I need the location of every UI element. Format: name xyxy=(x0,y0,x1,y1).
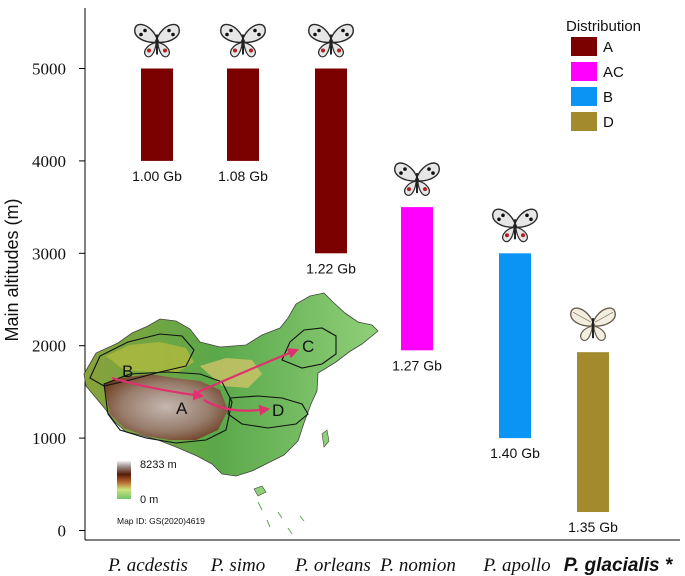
butterfly-icon xyxy=(134,23,180,58)
region-label-a: A xyxy=(176,399,188,418)
region-c-boundary xyxy=(281,327,337,369)
region-b-boundary xyxy=(89,333,195,387)
y-tick-label: 2000 xyxy=(32,337,66,356)
legend-swatch xyxy=(571,37,597,56)
legend: Distribution A AC BD xyxy=(566,18,641,131)
dispersal-arrow-b-to-a xyxy=(111,376,205,401)
bar-data-label: 1.08 Gb xyxy=(218,168,268,184)
region-label-b: B xyxy=(122,362,133,381)
legend-label: AC xyxy=(603,64,624,81)
elevation-max-label: 8233 m xyxy=(140,459,177,471)
bar-data-label: 1.27 Gb xyxy=(392,357,442,373)
y-ticks: 0 1000 2000 3000 4000 5000 xyxy=(32,60,85,541)
axes xyxy=(84,8,680,541)
y-tick-label: 1000 xyxy=(32,429,66,448)
butterfly-icon xyxy=(394,162,440,196)
x-category-label: P. simo xyxy=(210,555,266,576)
x-category-label: P. orleans xyxy=(294,555,371,576)
loess-highlands xyxy=(200,358,262,388)
y-tick-label: 4000 xyxy=(32,152,66,171)
y-tick-label: 3000 xyxy=(32,244,66,263)
y-tick-label: 0 xyxy=(58,522,67,541)
bar-4 xyxy=(401,207,433,351)
bar-6 xyxy=(577,352,609,513)
x-category-label: P. glacialis * xyxy=(564,555,674,576)
region-label-c: C xyxy=(302,337,314,356)
map-id-label: Map ID: GS(2020)4619 xyxy=(117,516,205,526)
tarim-basin xyxy=(106,342,194,372)
x-category-label: P. nomion xyxy=(379,555,456,576)
elevation-scale-bar xyxy=(117,461,131,499)
legend-swatch xyxy=(571,62,597,81)
legend-label: D xyxy=(603,114,614,131)
bar-data-label: 1.40 Gb xyxy=(490,445,540,461)
legend-swatch xyxy=(571,112,597,131)
legend-label: A xyxy=(603,39,613,56)
y-tick-label: 5000 xyxy=(32,60,66,79)
south-sea-islands xyxy=(257,501,305,535)
butterfly-icon xyxy=(492,208,538,243)
dispersal-arrow-a-to-d xyxy=(203,399,271,416)
legend-title: Distribution xyxy=(566,18,641,35)
taiwan-island xyxy=(321,429,330,448)
legend-label: B xyxy=(603,89,613,106)
butterfly-icon xyxy=(308,23,354,58)
china-elevation-map: B A C D 8233 m 0 m Map ID: GS(2020)4619 xyxy=(83,292,379,535)
bar-1 xyxy=(141,68,173,161)
bar-data-label: 1.35 Gb xyxy=(568,519,618,535)
bar-data-label: 1.00 Gb xyxy=(132,168,182,184)
y-axis-title: Main altitudes (m) xyxy=(2,198,22,341)
region-d-boundary xyxy=(227,395,309,429)
elevation-min-label: 0 m xyxy=(140,494,158,506)
region-label-d: D xyxy=(272,401,284,420)
hainan-island xyxy=(253,485,267,497)
legend-swatch xyxy=(571,87,597,106)
dispersal-arrow-a-to-c xyxy=(197,348,300,394)
x-category-label: P. acdestis xyxy=(107,555,188,576)
region-a-boundary xyxy=(103,371,233,444)
bar-2 xyxy=(227,68,259,161)
x-category-label: P. apollo xyxy=(482,555,550,576)
bars-group: 1.00 Gb P. acdestis 1.08 Gb P. simo 1.22 Gb P… xyxy=(107,23,674,576)
butterfly-icon xyxy=(570,307,616,342)
bar-5 xyxy=(499,253,531,439)
bar-3 xyxy=(315,68,347,254)
butterfly-icon xyxy=(220,23,266,58)
bar-data-label: 1.22 Gb xyxy=(306,260,356,276)
